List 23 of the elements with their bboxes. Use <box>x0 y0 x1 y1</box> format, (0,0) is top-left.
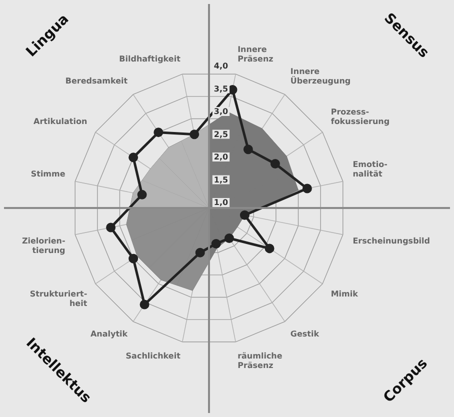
spoke-label: Strukturiert-heit <box>30 289 88 308</box>
spoke-label: Bildhaftigkeit <box>119 54 181 64</box>
spoke-label: Innere Überzeugung <box>290 66 351 86</box>
spoke-label: Prozess-fokussierung <box>330 107 390 126</box>
spoke-label: Sachlichkeit <box>126 352 181 361</box>
spoke-label: Emotio-nalität <box>352 160 388 179</box>
spoke-label: Artikulation <box>34 116 88 126</box>
spoke-label: Stimme <box>30 170 66 179</box>
spoke-label: Erscheinungsbild <box>352 236 430 246</box>
y-tick-label: 1,0 <box>214 198 229 208</box>
y-tick-label: 2,5 <box>214 130 229 139</box>
spoke-label: Zielorien-tierung <box>22 236 66 256</box>
y-tick-label: 1,5 <box>214 175 229 184</box>
y-tick-label: 3,5 <box>214 84 229 94</box>
y-tick-label: 3,0 <box>214 107 229 116</box>
spoke-label: räumliche Präsenz <box>238 352 283 370</box>
spoke-label: Beredsamkeit <box>65 76 128 86</box>
spoke-label: Analytik <box>90 330 128 339</box>
y-tick-label: 2,0 <box>214 152 229 162</box>
y-tick-label: 4,0 <box>214 62 229 71</box>
spoke-label: Mimik <box>330 289 359 298</box>
spoke-label: Gestik <box>290 330 320 339</box>
spoke-label: Innere Präsenz <box>238 44 274 64</box>
